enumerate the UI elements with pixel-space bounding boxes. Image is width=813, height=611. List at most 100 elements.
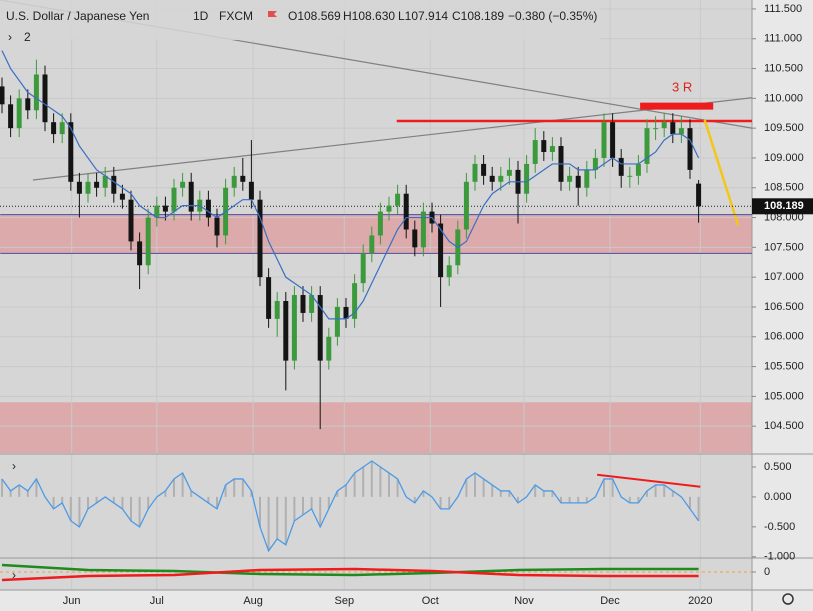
y-tick-label: 0 — [764, 566, 770, 578]
y-tick-label: 109.500 — [764, 122, 804, 134]
candle-body — [111, 175, 117, 194]
candle-body — [532, 140, 538, 164]
candle-body — [610, 122, 616, 158]
candle-body — [128, 199, 134, 242]
source: FXCM — [219, 9, 253, 23]
candle-body — [154, 205, 160, 218]
y-tick-label: 111.000 — [764, 33, 802, 45]
x-tick-label: Oct — [422, 595, 439, 607]
settings-icon[interactable] — [782, 593, 794, 605]
candle-body — [412, 229, 418, 248]
candle-body — [137, 241, 143, 266]
candle-body — [180, 181, 186, 188]
candle-body — [420, 211, 426, 248]
candle-body — [463, 181, 469, 230]
y-tick-label: 105.000 — [764, 390, 804, 402]
candle-body — [369, 235, 375, 254]
candle-body — [644, 128, 650, 164]
y-tick-label: 109.000 — [764, 152, 804, 164]
candle-body — [145, 217, 151, 266]
candle-body — [670, 122, 676, 135]
collapse-arrow[interactable]: › — [12, 459, 16, 473]
x-tick-label: Sep — [334, 595, 354, 607]
y-tick-label: 108.000 — [764, 211, 804, 223]
indicator-line — [1, 567, 699, 582]
y-tick-label: -1.000 — [764, 551, 795, 563]
candle-body — [549, 146, 555, 152]
candle-body — [326, 336, 332, 361]
candle-body — [438, 223, 444, 278]
study-count[interactable]: 2 — [24, 30, 31, 44]
flag-icon — [268, 11, 277, 17]
x-tick-label: Aug — [243, 595, 263, 607]
change-text: −0.380 (−0.35%) — [508, 9, 597, 23]
y-tick-label: 0.000 — [764, 491, 792, 503]
candle-body — [85, 181, 91, 194]
y-tick-label: 110.000 — [764, 92, 803, 104]
open-text: O108.569 — [288, 9, 341, 23]
candle-body — [541, 140, 547, 152]
y-tick-label: 108.500 — [764, 182, 804, 194]
candle-body — [205, 199, 211, 218]
close-text: C108.189 — [452, 9, 504, 23]
candle-body — [214, 217, 220, 236]
y-tick-label: 111.500 — [764, 3, 802, 15]
candle-body — [42, 74, 48, 123]
candle-body — [584, 169, 590, 188]
candle-body — [661, 122, 667, 129]
y-tick-label: 104.500 — [764, 420, 804, 432]
candle-body — [171, 187, 177, 212]
candle-body — [51, 122, 57, 135]
candle-body — [119, 193, 125, 200]
candle-body — [377, 211, 383, 236]
candle-body — [102, 175, 108, 188]
y-tick-label: 0.500 — [764, 461, 792, 473]
candle-body — [59, 122, 65, 135]
candle-body — [446, 265, 452, 278]
candle-body — [524, 163, 530, 194]
interval: 1D — [193, 9, 209, 23]
indicator-line — [1, 563, 699, 577]
candle-body — [283, 301, 289, 361]
y-tick-label: 107.500 — [764, 241, 804, 253]
low-text: L107.914 — [398, 9, 448, 23]
x-tick-label: Nov — [514, 595, 534, 607]
candle-body — [506, 169, 512, 176]
collapse-arrow[interactable]: › — [12, 568, 16, 582]
y-tick-label: 107.000 — [764, 271, 804, 283]
candle-body — [395, 193, 401, 206]
candle-body — [334, 306, 340, 337]
candle-body — [300, 295, 306, 313]
symbol-title: U.S. Dollar / Japanese Yen — [6, 9, 149, 23]
annotation: 3 R — [672, 79, 692, 94]
candle-body — [274, 301, 280, 319]
y-tick-label: 110.500 — [764, 62, 803, 74]
candle-body — [309, 295, 315, 313]
oscillator-line — [1, 460, 700, 553]
candle-body — [498, 175, 504, 182]
candle-body — [481, 163, 487, 176]
candle-body — [627, 175, 633, 177]
candle-body — [696, 183, 702, 207]
candle-body — [266, 277, 272, 319]
candle-body — [25, 98, 31, 111]
collapse-arrow[interactable]: › — [8, 30, 12, 44]
candle-body — [360, 253, 366, 284]
candle-body — [94, 181, 100, 188]
candle-body — [257, 199, 263, 278]
legend-bg — [0, 0, 600, 40]
candle-body — [317, 295, 323, 361]
candle-body — [188, 181, 194, 212]
price-axis — [752, 0, 813, 611]
high-text: H108.630 — [343, 9, 395, 23]
price-tag — [752, 198, 813, 215]
candle-body — [635, 163, 641, 176]
candle-body — [592, 157, 598, 170]
candle-body — [575, 175, 581, 188]
candle-body — [618, 157, 624, 176]
candle-body — [386, 205, 392, 212]
candle-body — [33, 74, 39, 111]
x-tick-label: Jun — [63, 595, 81, 607]
